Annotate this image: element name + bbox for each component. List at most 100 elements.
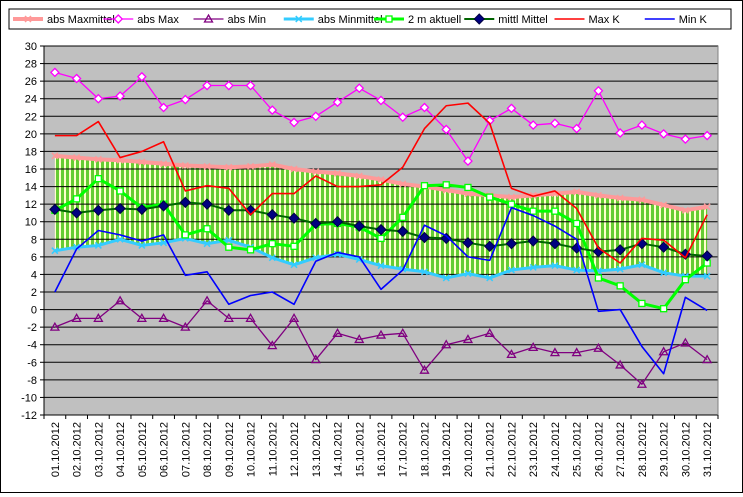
x-tick-label: 30.10.2012 [680,422,692,477]
x-tick-label: 18.10.2012 [419,422,431,477]
data-point [355,172,363,180]
x-tick-label: 05.10.2012 [137,422,149,477]
x-tick-label: 01.10.2012 [50,422,62,477]
series-line [54,102,708,264]
x-tick-label: 28.10.2012 [637,422,649,477]
y-tick-label: 2 [31,287,37,299]
data-point [354,334,365,344]
data-point [658,128,669,139]
data-point [160,239,168,247]
legend-entry: Max K [554,14,620,26]
data-point [593,85,604,96]
legend-label: mittl Mittel [498,14,548,26]
data-point [295,15,303,23]
legend-label: abs Max [137,14,179,26]
data-point [507,200,516,208]
x-tick-label: 11.10.2012 [267,422,279,476]
data-point [71,313,82,323]
data-point [377,234,385,243]
legend-label: abs Minmittel [318,14,383,26]
data-point [49,321,60,331]
x-tick-label: 29.10.2012 [659,422,671,477]
data-point [636,120,647,130]
data-point [203,162,211,170]
data-point [355,255,363,264]
data-point [375,223,387,236]
data-point [223,313,234,323]
data-point [116,187,124,195]
data-point [593,342,604,352]
data-point [397,112,408,123]
data-point [94,175,103,183]
y-tick-label: 10 [25,217,37,229]
y-tick-label: -8 [27,375,37,387]
data-point [529,191,537,199]
data-point [160,160,168,168]
y-tick-label: -10 [21,392,37,404]
data-point [484,327,495,337]
data-point [179,196,192,209]
legend-entry: Min K [644,14,708,26]
data-point [158,102,169,113]
series-mittl-mittel [49,196,713,262]
data-point [441,339,452,349]
data-point [375,329,387,339]
data-point [528,120,539,130]
x-tick-label: 09.10.2012 [224,422,236,477]
data-point [440,232,452,245]
legend-label: 2 m aktuell [408,14,461,26]
data-point [702,130,713,141]
y-tick-label: 20 [25,129,37,141]
data-point [594,191,602,199]
data-point [157,200,170,212]
x-tick-label: 06.10.2012 [159,422,171,477]
data-point [680,134,691,145]
data-point [114,295,126,305]
x-tick-label: 20.10.2012 [463,422,475,477]
data-point [116,156,124,164]
data-point [158,313,169,323]
legend-label: abs Maxmittel [47,14,115,26]
series-line [54,300,708,385]
data-point [420,268,429,276]
data-point [138,158,146,166]
data-point [354,83,365,94]
data-point [420,182,429,190]
data-point [225,163,233,171]
data-point [616,265,624,273]
data-point [180,321,191,331]
data-point [464,183,472,192]
data-point [203,225,211,233]
data-point [551,262,559,270]
data-point [136,313,147,323]
data-point [486,274,494,282]
data-point [615,128,626,138]
series-abs-minmittel [51,234,711,282]
data-point [246,246,255,254]
data-point [73,154,81,162]
data-point [659,305,668,313]
data-point [92,204,105,217]
y-tick-label: 6 [31,252,37,264]
y-tick-label: 28 [25,59,37,71]
data-point [203,13,214,23]
x-tick-label: 19.10.2012 [441,422,453,477]
data-point [225,236,233,244]
data-point [267,105,278,116]
x-tick-label: 24.10.2012 [550,422,562,477]
data-point [115,91,126,101]
x-tick-label: 25.10.2012 [572,422,584,477]
y-tick-label: 0 [31,305,37,317]
y-tick-label: 14 [25,182,37,194]
y-tick-label: -2 [27,322,37,334]
data-point [616,194,624,202]
data-point [94,241,102,249]
data-point [385,15,393,23]
data-point [113,14,124,24]
x-tick-label: 17.10.2012 [398,422,410,477]
legend-label: abs Min [228,14,267,26]
y-tick-label: 24 [25,94,37,106]
data-point [114,202,126,215]
data-point [529,263,537,271]
